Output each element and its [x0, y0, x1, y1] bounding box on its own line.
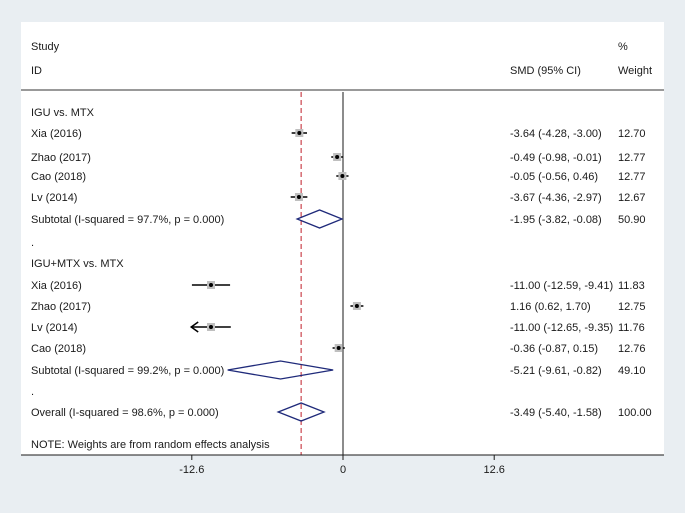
- header-id: ID: [31, 65, 42, 77]
- weight-text: 12.77: [618, 171, 646, 183]
- ci-text: -3.67 (-4.36, -2.97): [510, 192, 602, 204]
- spacer-dot: .: [31, 237, 34, 249]
- weight-text: 11.76: [618, 322, 645, 334]
- weight-text: 50.90: [618, 214, 646, 226]
- point-estimate: [297, 131, 302, 135]
- ci-arrow-left: [189, 321, 199, 333]
- ci-text: -0.36 (-0.87, 0.15): [510, 343, 598, 355]
- study-label: Xia (2016): [31, 128, 82, 140]
- x-tick-label: 0: [340, 464, 346, 476]
- weight-text: 12.75: [618, 301, 646, 313]
- point-estimate: [336, 346, 341, 350]
- weight-text: 12.67: [618, 192, 646, 204]
- ci-text: -1.95 (-3.82, -0.08): [510, 214, 602, 226]
- ci-text: 1.16 (0.62, 1.70): [510, 301, 591, 313]
- point-estimate: [354, 304, 359, 308]
- weight-text: 100.00: [618, 407, 652, 419]
- weight-text: 12.77: [618, 152, 646, 164]
- point-estimate: [296, 195, 301, 199]
- overall-diamond: [276, 402, 326, 422]
- x-tick-label: 12.6: [483, 464, 504, 476]
- weight-text: 11.83: [618, 280, 645, 292]
- header-study: Study: [31, 41, 60, 53]
- ci-text: -5.21 (-9.61, -0.82): [510, 365, 602, 377]
- point-estimate: [209, 283, 213, 287]
- x-tick-label: -12.6: [179, 464, 204, 476]
- study-label: Xia (2016): [31, 280, 82, 292]
- subtotal-diamond: [295, 209, 344, 229]
- header-weight: Weight: [618, 65, 652, 77]
- ci-text: -3.64 (-4.28, -3.00): [510, 128, 602, 140]
- overall-label: Overall (I-squared = 98.6%, p = 0.000): [31, 407, 219, 419]
- ci-text: -0.05 (-0.56, 0.46): [510, 171, 598, 183]
- note-text: NOTE: Weights are from random effects an…: [31, 439, 270, 451]
- spacer-dot: .: [31, 386, 34, 398]
- study-label: Lv (2014): [31, 192, 77, 204]
- weight-text: 12.76: [618, 343, 646, 355]
- subtotal-label: Subtotal (I-squared = 99.2%, p = 0.000): [31, 365, 224, 377]
- ci-text: -11.00 (-12.59, -9.41): [510, 280, 613, 292]
- header-smd: SMD (95% CI): [510, 65, 581, 77]
- ci-text: -11.00 (-12.65, -9.35): [510, 322, 613, 334]
- subtotal-diamond: [227, 360, 334, 380]
- ci-text: -3.49 (-5.40, -1.58): [510, 407, 602, 419]
- study-label: Zhao (2017): [31, 301, 91, 313]
- study-label: Lv (2014): [31, 322, 77, 334]
- study-label: Zhao (2017): [31, 152, 91, 164]
- point-estimate: [209, 325, 213, 329]
- weight-text: 49.10: [618, 365, 646, 377]
- study-label: Cao (2018): [31, 343, 86, 355]
- study-label: Cao (2018): [31, 171, 86, 183]
- group-label: IGU+MTX vs. MTX: [31, 258, 124, 270]
- point-estimate: [335, 155, 340, 159]
- weight-text: 12.70: [618, 128, 646, 140]
- group-label: IGU vs. MTX: [31, 107, 95, 119]
- ci-text: -0.49 (-0.98, -0.01): [510, 152, 602, 164]
- point-estimate: [340, 174, 345, 178]
- subtotal-label: Subtotal (I-squared = 97.7%, p = 0.000): [31, 214, 224, 226]
- header-percent: %: [618, 41, 628, 53]
